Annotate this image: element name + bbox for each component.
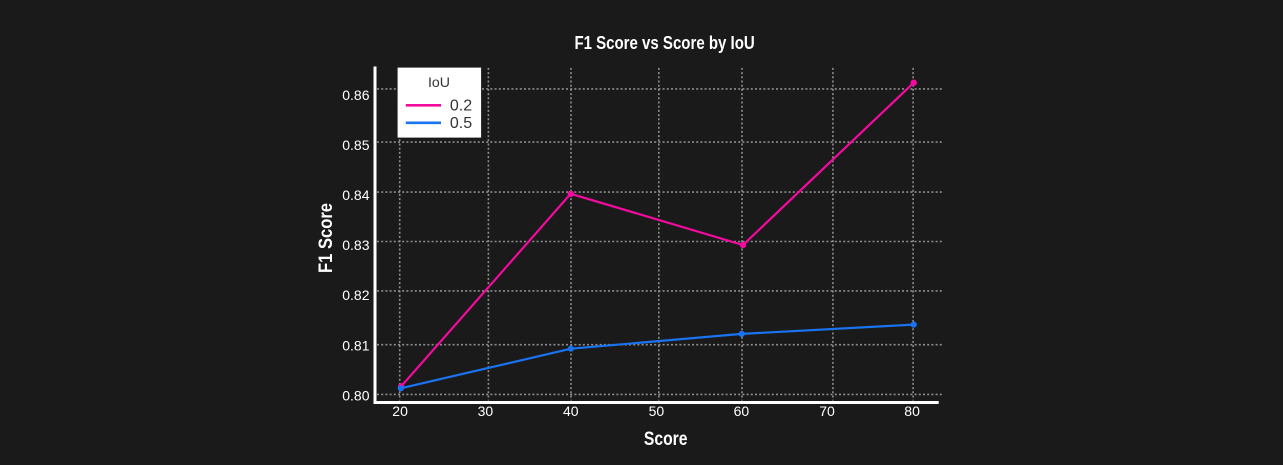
svg-text:80: 80: [904, 403, 920, 419]
svg-text:40: 40: [563, 403, 579, 419]
svg-text:0.81: 0.81: [342, 337, 369, 353]
svg-text:60: 60: [734, 403, 750, 419]
svg-text:0.83: 0.83: [342, 237, 369, 253]
svg-text:0.2: 0.2: [450, 98, 472, 115]
svg-text:0.85: 0.85: [342, 137, 369, 153]
svg-text:50: 50: [649, 403, 665, 419]
svg-text:F1 Score: F1 Score: [316, 203, 337, 273]
svg-text:0.80: 0.80: [342, 387, 369, 403]
svg-text:0.82: 0.82: [342, 287, 369, 303]
svg-text:F1 Score vs Score by IoU: F1 Score vs Score by IoU: [574, 32, 754, 53]
svg-text:IoU: IoU: [428, 75, 450, 90]
svg-text:0.84: 0.84: [342, 187, 369, 203]
svg-text:20: 20: [392, 403, 408, 419]
svg-text:70: 70: [819, 403, 835, 419]
svg-text:0.5: 0.5: [450, 115, 472, 132]
svg-text:0.86: 0.86: [342, 87, 369, 103]
svg-text:Score: Score: [644, 429, 688, 450]
svg-text:30: 30: [478, 403, 494, 419]
